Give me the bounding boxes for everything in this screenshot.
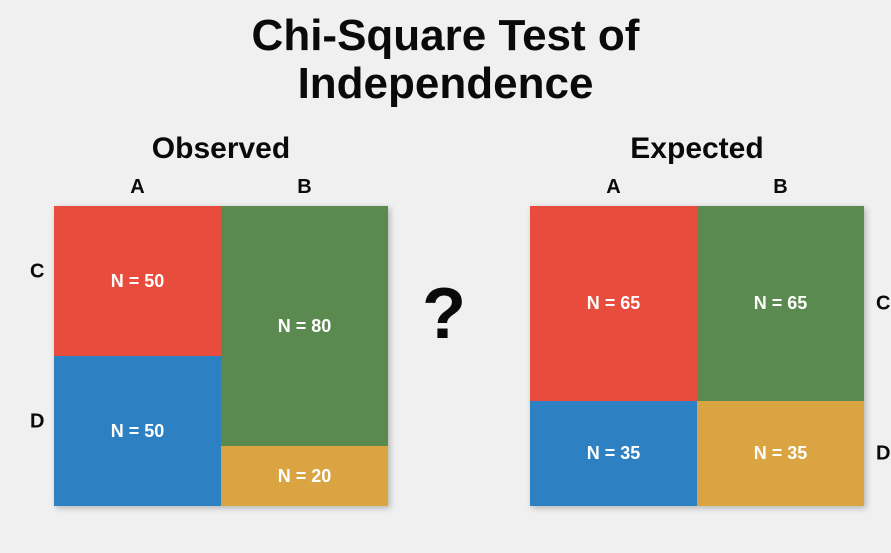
observed-panel: Observed N = 50N = 50N = 80N = 20 ABCD xyxy=(24,132,418,506)
expected-row-label-c: C xyxy=(876,292,890,315)
expected-row-label-d: D xyxy=(876,442,890,465)
expected-chart: N = 65N = 65N = 35N = 35 xyxy=(530,206,864,506)
expected-cell-1: N = 65 xyxy=(697,206,864,401)
observed-title: Observed xyxy=(152,132,290,166)
expected-title: Expected xyxy=(630,132,763,166)
expected-chart-wrap: N = 65N = 65N = 35N = 35 ABCD xyxy=(530,206,864,506)
expected-cell-3: N = 35 xyxy=(697,401,864,506)
expected-panel: Expected N = 65N = 65N = 35N = 35 ABCD xyxy=(500,132,891,506)
observed-cell-3: N = 20 xyxy=(221,446,388,506)
observed-cell-1: N = 50 xyxy=(54,356,221,506)
title-line-2: Independence xyxy=(0,60,891,108)
observed-col-label-b: B xyxy=(297,176,311,199)
expected-cell-0: N = 65 xyxy=(530,206,697,401)
expected-col-label-b: B xyxy=(773,176,787,199)
observed-row-label-c: C xyxy=(30,261,44,284)
observed-chart-wrap: N = 50N = 50N = 80N = 20 ABCD xyxy=(54,206,388,506)
observed-cell-0: N = 50 xyxy=(54,206,221,356)
observed-col-label-a: A xyxy=(130,176,144,199)
expected-cell-2: N = 35 xyxy=(530,401,697,506)
observed-cell-2: N = 80 xyxy=(221,206,388,446)
page-title: Chi-Square Test of Independence xyxy=(0,0,891,109)
expected-col-label-a: A xyxy=(606,176,620,199)
observed-chart: N = 50N = 50N = 80N = 20 xyxy=(54,206,388,506)
question-mark-icon: ? xyxy=(422,273,466,355)
title-line-1: Chi-Square Test of xyxy=(0,12,891,60)
observed-row-label-d: D xyxy=(30,411,44,434)
